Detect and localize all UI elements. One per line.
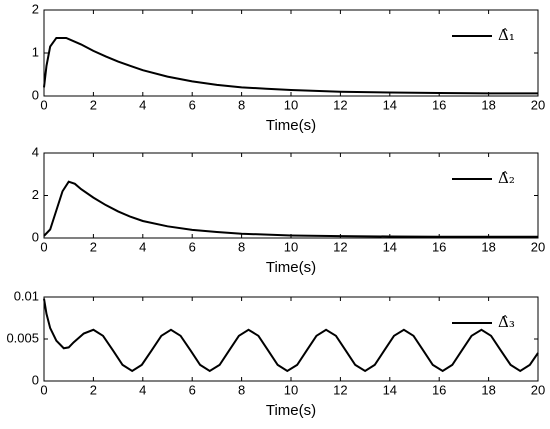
x-tick-label: 4 bbox=[139, 382, 146, 397]
x-tick-label: 6 bbox=[189, 382, 196, 397]
y-tick-label: 0 bbox=[32, 229, 39, 244]
y-tick-label: 2 bbox=[32, 187, 39, 202]
x-tick-label: 16 bbox=[432, 97, 446, 112]
x-tick-label: 10 bbox=[284, 97, 298, 112]
x-tick-label: 14 bbox=[383, 97, 397, 112]
data-line bbox=[43, 36, 538, 95]
x-tick-label: 0 bbox=[40, 97, 47, 112]
y-tick-label: 2 bbox=[32, 1, 39, 16]
x-tick-label: 18 bbox=[481, 239, 495, 254]
x-tick-label: 6 bbox=[189, 239, 196, 254]
y-tick-label: 4 bbox=[32, 144, 39, 159]
x-tick-label: 10 bbox=[284, 382, 298, 397]
x-tick-label: 10 bbox=[284, 239, 298, 254]
axes-box bbox=[43, 152, 539, 239]
x-tick-label: 12 bbox=[333, 97, 347, 112]
x-tick-label: 16 bbox=[432, 239, 446, 254]
x-tick-label: 14 bbox=[383, 382, 397, 397]
x-axis-label: Time(s) bbox=[266, 259, 316, 276]
x-tick-label: 2 bbox=[90, 382, 97, 397]
y-tick-label: 0.01 bbox=[14, 288, 39, 303]
y-tick-label: 1 bbox=[32, 44, 39, 59]
y-tick-label: 0.005 bbox=[6, 330, 39, 345]
x-tick-label: 18 bbox=[481, 382, 495, 397]
x-tick-label: 20 bbox=[531, 97, 545, 112]
legend-label: Δ̂₂ bbox=[498, 169, 515, 187]
y-tick-label: 0 bbox=[32, 372, 39, 387]
x-tick-label: 20 bbox=[531, 382, 545, 397]
x-axis-label: Time(s) bbox=[266, 402, 316, 419]
x-tick-label: 18 bbox=[481, 97, 495, 112]
x-tick-label: 20 bbox=[531, 239, 545, 254]
x-tick-label: 0 bbox=[40, 382, 47, 397]
x-tick-label: 2 bbox=[90, 239, 97, 254]
legend-label: Δ̂₁ bbox=[498, 26, 515, 44]
x-tick-label: 0 bbox=[40, 239, 47, 254]
x-tick-label: 6 bbox=[189, 97, 196, 112]
x-tick-label: 14 bbox=[383, 239, 397, 254]
y-tick-label: 0 bbox=[32, 87, 39, 102]
x-tick-label: 2 bbox=[90, 97, 97, 112]
x-axis-label: Time(s) bbox=[266, 117, 316, 134]
legend-label: Δ̂₃ bbox=[498, 313, 515, 331]
data-line bbox=[43, 298, 539, 373]
x-tick-label: 8 bbox=[238, 97, 245, 112]
x-tick-label: 12 bbox=[333, 239, 347, 254]
data-line bbox=[43, 180, 538, 238]
x-tick-label: 16 bbox=[432, 382, 446, 397]
x-tick-label: 8 bbox=[238, 382, 245, 397]
axes-box bbox=[43, 9, 539, 97]
x-tick-label: 12 bbox=[333, 382, 347, 397]
x-tick-label: 8 bbox=[238, 239, 245, 254]
x-tick-label: 4 bbox=[139, 97, 146, 112]
x-tick-label: 4 bbox=[139, 239, 146, 254]
